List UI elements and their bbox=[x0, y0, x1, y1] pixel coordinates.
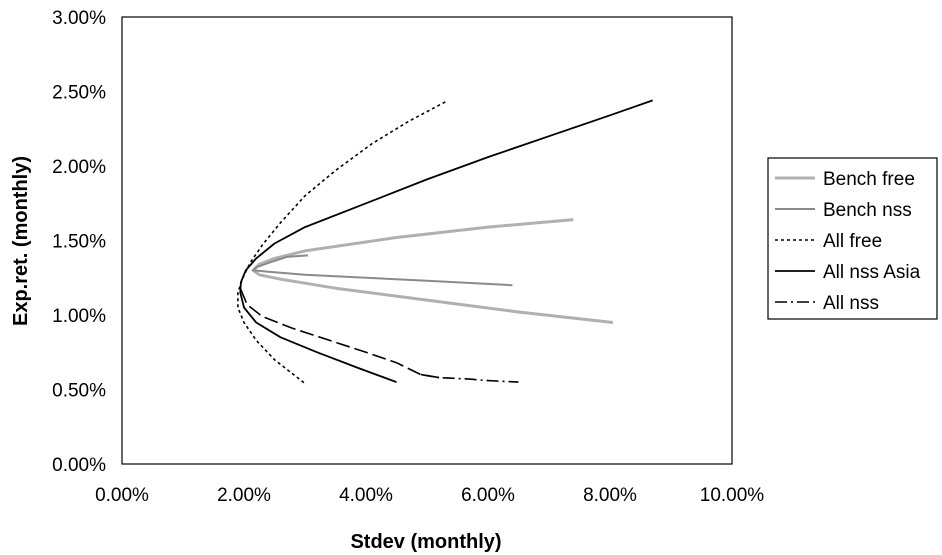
legend-label-bench-nss: Bench nss bbox=[823, 200, 912, 221]
y-tick-label: 0.50% bbox=[52, 381, 106, 402]
x-tick-label: 8.00% bbox=[583, 485, 637, 506]
y-tick-label: 0.00% bbox=[52, 455, 106, 476]
legend-label-all-nss-asia: All nss Asia bbox=[823, 262, 921, 283]
series-lines bbox=[237, 99, 653, 385]
y-tick-label: 1.50% bbox=[52, 232, 106, 253]
x-tick-label: 10.00% bbox=[700, 485, 765, 506]
y-tick-label: 3.00% bbox=[52, 8, 106, 29]
x-tick-label: 2.00% bbox=[217, 485, 271, 506]
y-tick-label: 2.00% bbox=[52, 157, 106, 178]
legend-label-bench-free: Bench free bbox=[823, 169, 915, 190]
series-line-all-nss-asia bbox=[239, 99, 653, 383]
plot-area bbox=[121, 16, 733, 465]
series-line-all-nss-tail bbox=[420, 373, 519, 383]
y-tick-label: 1.00% bbox=[52, 306, 106, 327]
x-tick-label: 6.00% bbox=[461, 485, 515, 506]
y-axis-title: Exp.ret. (monthly) bbox=[10, 156, 32, 326]
series-line-all-nss bbox=[240, 289, 440, 379]
x-tick-label: 0.00% bbox=[95, 485, 149, 506]
legend: Bench free Bench nss All free All nss Asia A… bbox=[767, 157, 938, 320]
legend-label-all-nss: All nss bbox=[823, 293, 879, 314]
x-axis-title: Stdev (monthly) bbox=[350, 531, 501, 553]
legend-label-all-free: All free bbox=[823, 231, 882, 252]
series-line-bench-nss bbox=[252, 254, 513, 287]
legend-box bbox=[767, 157, 938, 320]
x-tick-label: 4.00% bbox=[339, 485, 393, 506]
tick-labels: 0.00% 2.00% 4.00% 6.00% 8.00% 10.00% 0.00% 0.50… bbox=[52, 8, 764, 506]
y-tick-label: 2.50% bbox=[52, 83, 106, 104]
